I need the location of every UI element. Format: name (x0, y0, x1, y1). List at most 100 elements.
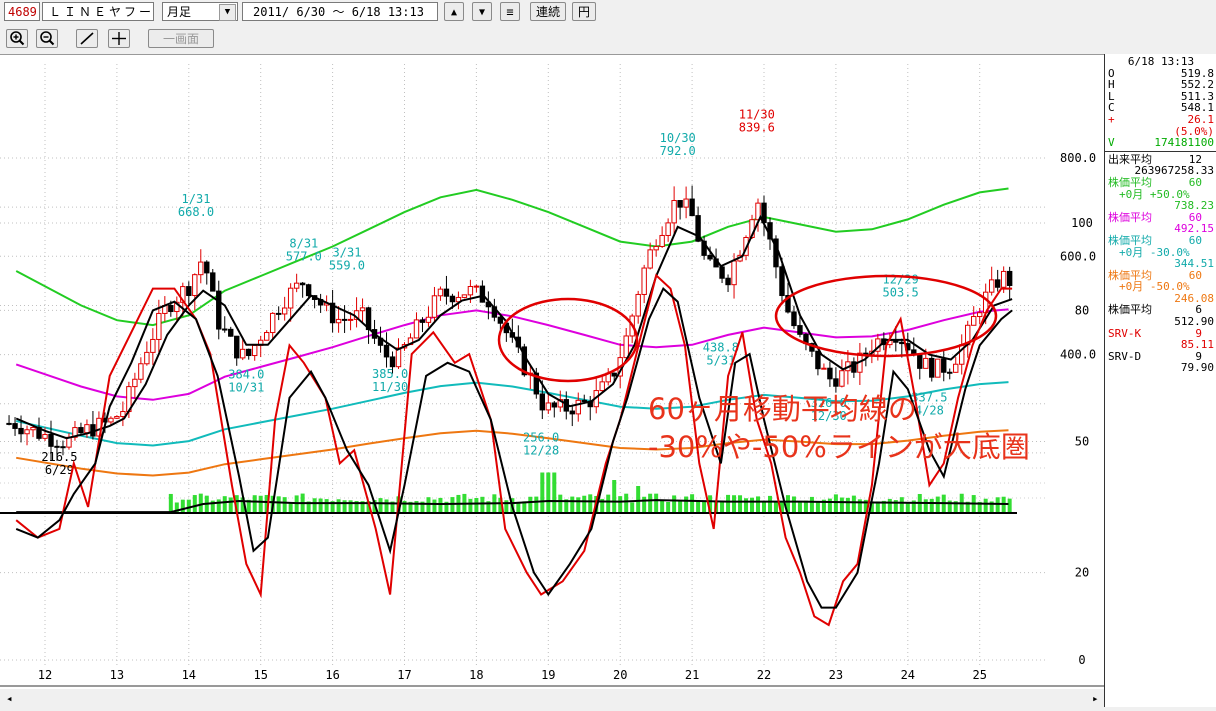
volume-bar (791, 496, 796, 513)
one-screen-button[interactable]: 一画面 (148, 29, 214, 48)
volume-bar (390, 501, 395, 513)
ohlc-value: 174181100 (1154, 136, 1214, 150)
candle-body (689, 198, 695, 217)
x-tick-label: 12 (38, 668, 52, 682)
indicator-block: 出来平均 12 263967258.33 (1105, 154, 1216, 177)
stock-code-input[interactable]: 4689 (4, 2, 40, 21)
zoom-out-button[interactable] (36, 29, 58, 48)
volume-bar (821, 499, 826, 513)
candle-body (281, 307, 288, 315)
volume-bar (762, 501, 766, 513)
annotation-line1: 60ヶ月移動平均線の (648, 392, 917, 426)
volume-bar (738, 495, 743, 513)
candle-body (425, 316, 432, 323)
stock-name-field[interactable]: ＬＩＮＥヤフー (42, 2, 154, 21)
indicator-header: SRV-K 9 (1105, 328, 1216, 340)
volume-bar (785, 495, 790, 513)
volume-bar (756, 496, 761, 513)
candle-body (54, 445, 60, 448)
candle-body (24, 429, 30, 435)
candle-body (269, 312, 276, 334)
volume-bar (923, 499, 928, 513)
candle-body (497, 316, 504, 324)
indicator-name: 株価平均 (1108, 233, 1152, 247)
panel-divider (1105, 150, 1216, 152)
candle-body (389, 356, 396, 368)
candle-body (156, 312, 162, 340)
candle-body (18, 427, 24, 435)
indicator-period: 9 (1195, 326, 1202, 340)
price-annotation-value: 337.5 (911, 390, 947, 404)
candle-body (665, 222, 671, 236)
indicator-offset: +0月 +50.0% (1119, 187, 1190, 201)
candle-body (479, 285, 486, 303)
volume-bar (911, 500, 916, 513)
price-axis-label: 800.0 (1060, 151, 1096, 165)
volume-bar (468, 498, 473, 513)
ohlc-row: (5.0%) (1105, 125, 1216, 138)
candle-body (731, 260, 737, 286)
ohlc-row: +26.1 (1105, 114, 1216, 126)
indicator-period: 60 (1188, 233, 1202, 247)
candle-body (431, 295, 438, 318)
crosshair-button[interactable] (108, 29, 130, 48)
candle-body (383, 344, 390, 358)
volume-bar (276, 496, 281, 513)
volume-bar (929, 498, 934, 513)
indicator-value: 492.15 (1174, 222, 1214, 236)
volume-bar (552, 472, 557, 513)
volume-bar (420, 501, 425, 513)
yen-button[interactable]: 円 (572, 2, 596, 21)
dropdown-arrow-icon[interactable]: ▼ (219, 4, 236, 21)
indicator-value: 738.23 (1174, 199, 1214, 213)
volume-bar (977, 501, 982, 513)
volume-bar (534, 496, 539, 513)
indicator-header: 株価平均 6 (1105, 304, 1216, 316)
candle-body (929, 357, 935, 378)
indicator-header: 株価平均 60 (1105, 212, 1216, 224)
volume-bar (797, 502, 802, 513)
candle-body (192, 274, 198, 296)
candle-body (599, 381, 605, 392)
volume-bar (767, 495, 772, 513)
candle-body (994, 279, 1001, 288)
candle-body (108, 417, 114, 423)
candle-body (198, 261, 204, 276)
indicator-value: 79.90 (1180, 361, 1214, 375)
candle-body (641, 267, 647, 295)
volume-bar (660, 500, 665, 513)
price-annotation-date: 6/29 (45, 463, 74, 477)
scroll-up-button[interactable]: ▲ (444, 2, 464, 21)
indicator-period: 60 (1188, 268, 1202, 282)
scroll-down-button[interactable]: ▼ (472, 2, 492, 21)
indicator-block: 株価平均 60 +0月 +50.0% 738.23 (1105, 177, 1216, 212)
date-range-field[interactable]: 2011/ 6/30 ～ 6/18 13:13 (242, 2, 438, 21)
indicator-period: 12 (1188, 152, 1202, 166)
zoom-in-button[interactable] (6, 29, 28, 48)
volume-bar (546, 472, 551, 513)
volume-bar (857, 499, 862, 513)
indicator-period: 60 (1188, 175, 1202, 189)
period-select[interactable]: 月足 ▼ (162, 2, 238, 21)
volume-bar (210, 500, 215, 513)
candle-body (293, 282, 300, 289)
candle-body (779, 266, 785, 297)
candle-body (839, 370, 845, 387)
renzoku-button[interactable]: 連続 (530, 2, 566, 21)
candle-body (899, 341, 905, 345)
candle-body (977, 312, 983, 318)
candle-body (623, 335, 629, 359)
stoch-axis-label: 20 (1075, 566, 1089, 580)
candle-body (252, 344, 258, 357)
volume-bar (342, 500, 347, 513)
price-annotation-date: 8/31 (289, 237, 318, 251)
volume-bar (744, 498, 749, 513)
menu-button[interactable]: ≡ (500, 2, 520, 21)
volume-bar (648, 493, 653, 513)
candle-body (138, 363, 144, 380)
volume-bar (1007, 498, 1012, 513)
draw-line-button[interactable] (76, 29, 98, 48)
price-axis-label: 400.0 (1060, 348, 1096, 362)
candle-body (635, 293, 641, 317)
candle-body (186, 286, 192, 296)
